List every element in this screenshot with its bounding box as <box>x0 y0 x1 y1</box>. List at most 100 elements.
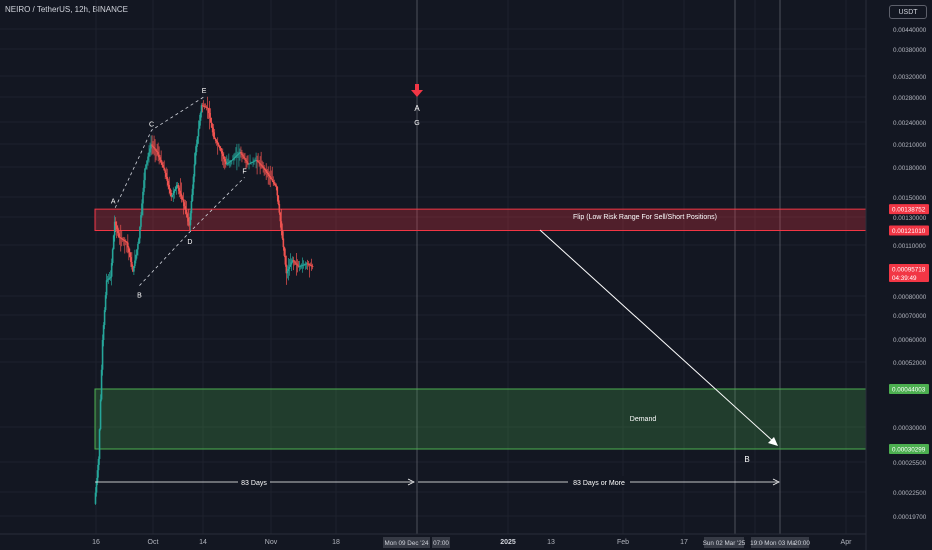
candle-body <box>288 266 291 269</box>
candle-body <box>304 263 307 265</box>
candle-body <box>169 188 172 193</box>
candle-body <box>275 185 278 187</box>
currency-badge[interactable]: USDT <box>889 5 927 19</box>
price-tick-label: 0.00019700 <box>893 514 927 521</box>
candle-body <box>210 122 213 128</box>
candle-body <box>151 144 153 146</box>
candle-body <box>235 156 237 158</box>
candle-body <box>95 481 98 493</box>
crosshair-time-bg <box>751 537 765 548</box>
time-tick-label: Apr <box>841 539 853 546</box>
candle-body <box>157 152 159 155</box>
candle-body <box>258 162 260 164</box>
candle-body <box>224 161 227 165</box>
candle-body <box>168 184 171 189</box>
candle-body <box>265 170 267 172</box>
candle-body <box>132 266 134 272</box>
peak-arrow-icon <box>411 90 423 97</box>
crosshair-time-label: 19:00 <box>750 540 766 547</box>
candle-body <box>167 180 170 185</box>
candle-body <box>147 156 149 161</box>
time-tick-label: Nov <box>265 539 278 546</box>
candle-body <box>146 160 148 165</box>
candle-body <box>274 183 277 186</box>
candle-body <box>249 163 251 164</box>
candle-body <box>177 184 180 188</box>
price-tick-label: 0.00110000 <box>893 243 926 250</box>
candle-body <box>165 172 167 177</box>
candle-body <box>138 238 140 244</box>
candle-body <box>281 229 284 239</box>
wave-label-b: B <box>137 293 142 300</box>
price-tick-label: 0.00210000 <box>893 142 927 149</box>
candle-body <box>108 277 111 279</box>
candle-body <box>308 264 311 266</box>
candle-body <box>178 187 181 191</box>
price-marker <box>889 444 929 454</box>
candle-body <box>230 160 232 162</box>
crosshair-time-label: Mon 03 Mar '25 <box>764 540 808 547</box>
candle-body <box>179 190 182 194</box>
candle-body <box>263 167 265 169</box>
candle-body <box>155 149 157 151</box>
candle-body <box>226 163 228 165</box>
candle-body <box>197 128 200 137</box>
candle-body <box>111 249 114 263</box>
candle-body <box>121 239 124 240</box>
candle-body <box>277 195 280 205</box>
candle-body <box>286 271 289 274</box>
candle-body <box>192 176 195 189</box>
candle-body <box>311 266 314 267</box>
candle-body <box>144 168 146 181</box>
price-marker <box>889 264 929 282</box>
candle-body <box>194 152 197 165</box>
candle-body <box>256 160 258 162</box>
candle-body <box>117 233 120 238</box>
candle-body <box>97 458 100 471</box>
candle-body <box>300 265 303 267</box>
candle-body <box>270 177 273 180</box>
candle-body <box>227 162 229 164</box>
crosshair-time-bg <box>383 537 430 548</box>
candle-body <box>101 340 104 370</box>
candle-body <box>176 184 179 187</box>
candle-body <box>290 262 293 265</box>
candle-body <box>287 268 290 272</box>
candle-body <box>269 175 272 178</box>
price-marker-value: 0.00138752 <box>892 207 926 214</box>
candle-body <box>268 174 271 176</box>
candle-body <box>202 105 205 107</box>
candle-body <box>140 215 142 227</box>
candle-body <box>301 265 304 266</box>
candle-body <box>237 154 239 156</box>
price-tick-label: 0.00320000 <box>893 74 927 81</box>
symbol-title: NEIRO / TetherUS, 12h, BINANCE <box>5 5 129 14</box>
candle-body <box>255 160 257 161</box>
price-tick-label: 0.00180000 <box>893 165 927 172</box>
candle-body <box>228 162 230 163</box>
candle-body <box>231 160 233 161</box>
candle-body <box>193 164 196 177</box>
candle-body <box>195 144 198 153</box>
candle-body <box>217 144 220 147</box>
price-marker <box>889 225 929 236</box>
candle-body <box>297 265 300 267</box>
candle-body <box>142 191 144 204</box>
candle-body <box>199 113 202 121</box>
candle-body <box>128 247 130 253</box>
demand-zone <box>94 388 867 450</box>
span-label-bg <box>568 476 630 487</box>
candle-body <box>306 263 309 265</box>
candle-body <box>173 190 176 193</box>
candle-body <box>158 154 160 158</box>
candle-body <box>250 162 252 164</box>
candle-body <box>302 264 305 266</box>
crosshair-time-bg <box>763 537 809 548</box>
candle-body <box>298 266 301 268</box>
wave-label-a: A <box>111 199 116 206</box>
wave-label-f: F <box>242 168 246 175</box>
wave-line-upper <box>114 96 205 208</box>
candle-body <box>285 264 288 274</box>
candle-body <box>271 179 274 181</box>
